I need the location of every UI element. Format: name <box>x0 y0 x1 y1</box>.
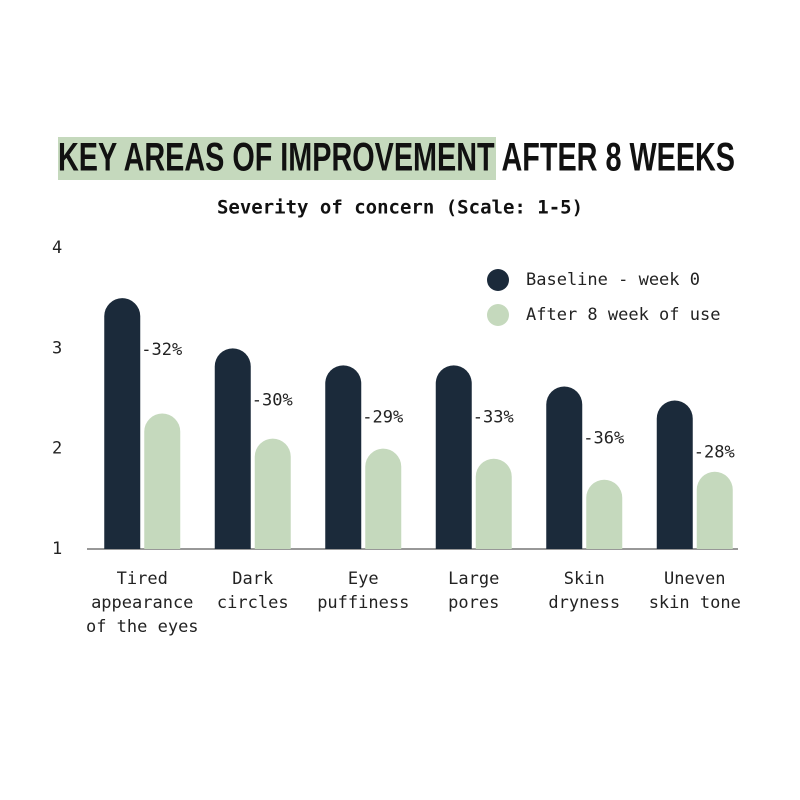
bar <box>696 471 733 549</box>
change-label: -30% <box>252 390 293 410</box>
change-label: -33% <box>473 407 514 427</box>
bar <box>325 365 362 549</box>
bar <box>104 298 141 549</box>
change-label: -32% <box>141 340 182 360</box>
x-tick-label: Large pores <box>448 569 500 613</box>
legend-swatch <box>487 304 509 326</box>
chart-title: KEY AREAS OF IMPROVEMENT AFTER 8 WEEKS <box>58 136 735 180</box>
y-tick-label: 2 <box>52 439 62 459</box>
bar <box>254 438 291 549</box>
y-tick-label: 4 <box>52 238 62 258</box>
y-tick-label: 1 <box>52 539 62 559</box>
change-label: -36% <box>583 428 624 448</box>
bar <box>435 365 472 549</box>
x-tick-label: Tired appearance of the eyes <box>85 569 199 637</box>
x-tick-label: Skin dryness <box>548 569 621 613</box>
x-tick-label: Eye puffiness <box>317 569 410 613</box>
legend-swatch <box>487 269 509 291</box>
title-highlight <box>58 137 496 180</box>
x-tick-label: Uneven skin tone <box>648 569 741 613</box>
bar <box>656 400 693 549</box>
chart-subtitle: Severity of concern (Scale: 1-5) <box>217 197 583 219</box>
change-label: -28% <box>694 443 735 463</box>
bar <box>475 458 512 549</box>
bar <box>214 348 251 549</box>
legend-label: After 8 week of use <box>526 305 720 325</box>
x-tick-label: Dark circles <box>216 569 289 613</box>
bar <box>365 448 402 549</box>
change-label: -29% <box>362 407 403 427</box>
bar <box>144 413 181 549</box>
y-tick-label: 3 <box>52 338 62 358</box>
bar <box>546 386 583 549</box>
legend-label: Baseline - week 0 <box>526 270 700 290</box>
bar <box>586 479 623 549</box>
